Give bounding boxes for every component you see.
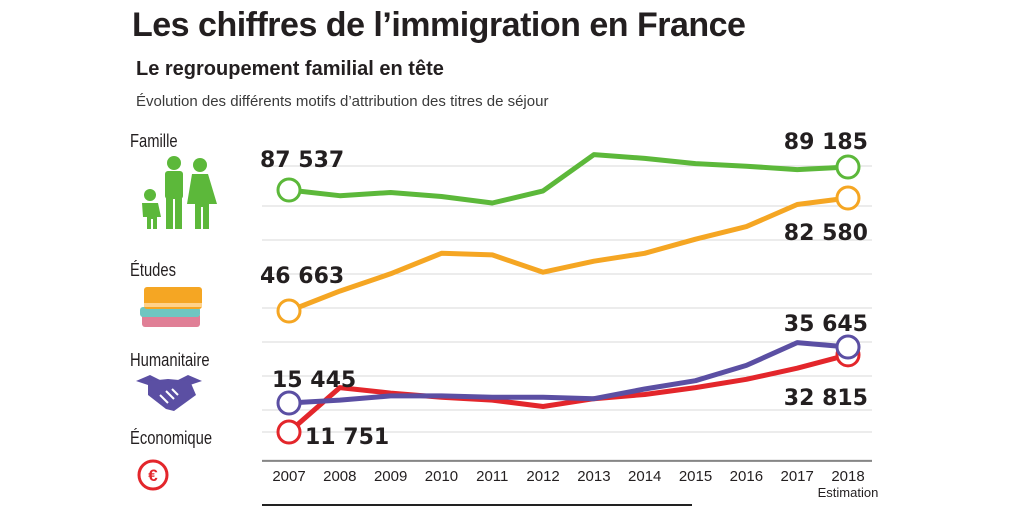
data-label-famille-start: 87 537 [260, 148, 344, 173]
family-icon [142, 156, 217, 229]
x-tick-label: 2011 [476, 468, 508, 485]
data-label-etudes-start: 46 663 [260, 264, 344, 289]
x-tick-label: 2017 [780, 468, 813, 485]
legend-label-etudes: Études [130, 260, 176, 280]
x-tick-label: 2009 [374, 468, 407, 485]
x-tick-label: 2010 [425, 468, 458, 485]
marker-etudes-end [835, 185, 861, 211]
x-note-estimation: Estimation [818, 485, 879, 500]
data-label-humanitaire-start: 15 445 [272, 368, 356, 393]
data-label-economique-start: 11 751 [305, 425, 389, 450]
marker-humanitaire-start [276, 390, 302, 416]
x-tick-label: 2018 [831, 468, 864, 485]
series-line-etudes [286, 195, 851, 314]
marker-humanitaire-end [835, 334, 861, 360]
marker-famille-start [276, 177, 302, 203]
books-icon [140, 287, 202, 327]
series-line-famille [286, 152, 851, 206]
handshake-icon [136, 375, 202, 411]
marker-famille-end [835, 154, 861, 180]
x-tick-label: 2008 [323, 468, 356, 485]
svg-text:€: € [148, 466, 158, 485]
data-label-etudes-end: 82 580 [784, 221, 868, 246]
page-subtitle: Le regroupement familial en tête [136, 58, 444, 80]
marker-economique-start [276, 419, 302, 445]
x-tick-label: 2007 [272, 468, 305, 485]
data-label-famille-end: 89 185 [784, 130, 868, 155]
chart-description: Évolution des différents motifs d’attrib… [136, 93, 549, 110]
x-tick-label: 2013 [577, 468, 610, 485]
x-tick-label: 2012 [526, 468, 559, 485]
x-tick-label: 2015 [679, 468, 712, 485]
series-line-humanitaire [286, 340, 851, 406]
x-tick-label: 2016 [730, 468, 763, 485]
legend-label-famille: Famille [130, 131, 178, 151]
bottom-divider [262, 504, 692, 506]
series-line-economique [286, 352, 851, 435]
page-title: Les chiffres de l’immigration en France [132, 6, 746, 44]
euro-icon: € [137, 459, 169, 491]
legend-label-economique: Économique [130, 428, 213, 448]
data-label-economique-end: 32 815 [784, 386, 868, 411]
x-tick-label: 2014 [628, 468, 661, 485]
legend-label-humanitaire: Humanitaire [130, 350, 210, 370]
data-label-humanitaire-end: 35 645 [784, 312, 868, 337]
marker-etudes-start [276, 298, 302, 324]
